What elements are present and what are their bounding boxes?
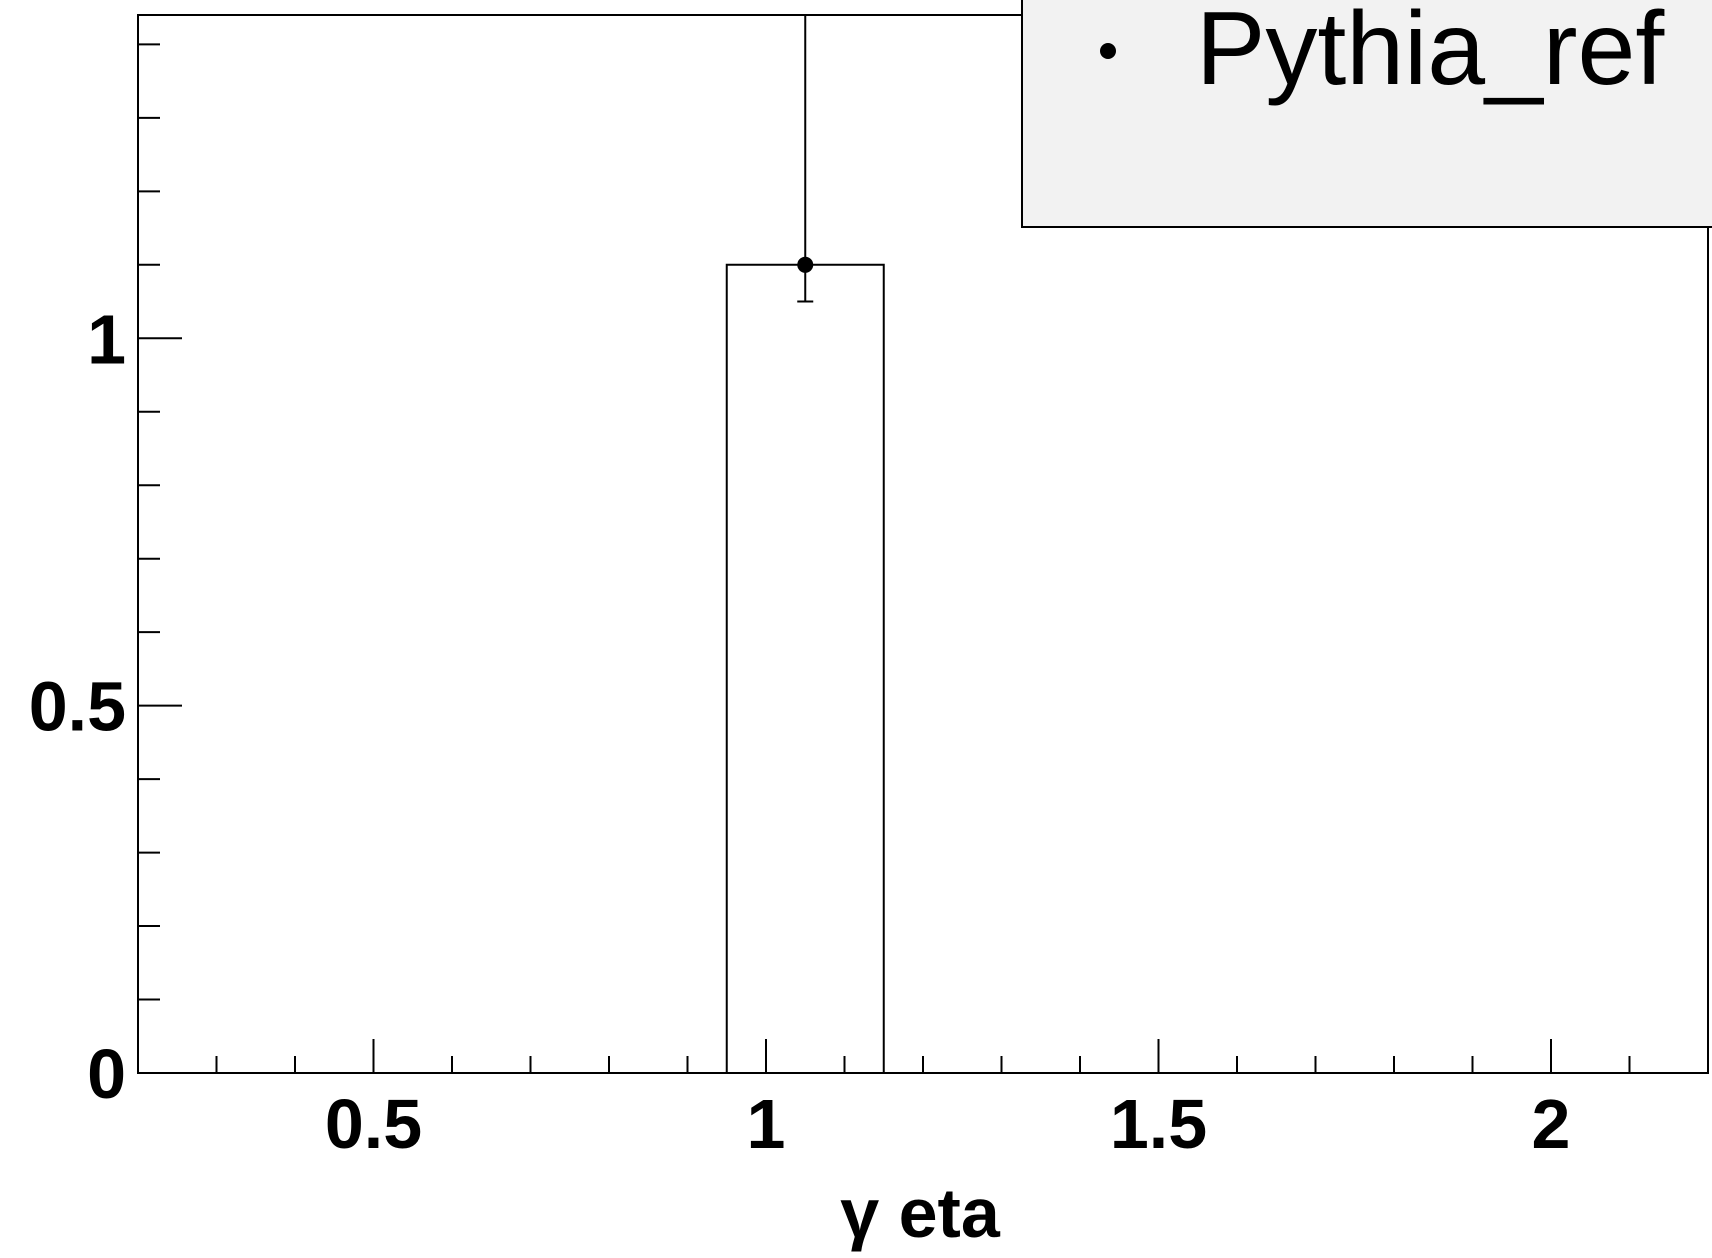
legend-label: Pythia_ref bbox=[1196, 0, 1665, 107]
x-tick-label: 1.5 bbox=[1110, 1085, 1207, 1163]
x-tick-label: 1 bbox=[747, 1085, 786, 1163]
x-axis-title: γ eta bbox=[840, 1174, 1001, 1252]
y-tick-label: 0 bbox=[87, 1035, 126, 1113]
legend-box bbox=[1021, 0, 1712, 228]
legend-marker-icon bbox=[1100, 43, 1116, 59]
x-tick-label: 2 bbox=[1532, 1085, 1571, 1163]
y-tick-label: 1 bbox=[87, 300, 126, 378]
histogram-bins bbox=[725, 15, 885, 1073]
y-tick-label: 0.5 bbox=[29, 668, 126, 746]
y-axis-ticks: 00.51 bbox=[29, 43, 182, 1113]
x-tick-label: 0.5 bbox=[325, 1085, 422, 1163]
legend: Pythia_ref bbox=[1021, 0, 1712, 228]
x-axis-ticks: 0.5 1 1.5 2 bbox=[137, 1039, 1709, 1163]
data-point bbox=[797, 256, 814, 273]
